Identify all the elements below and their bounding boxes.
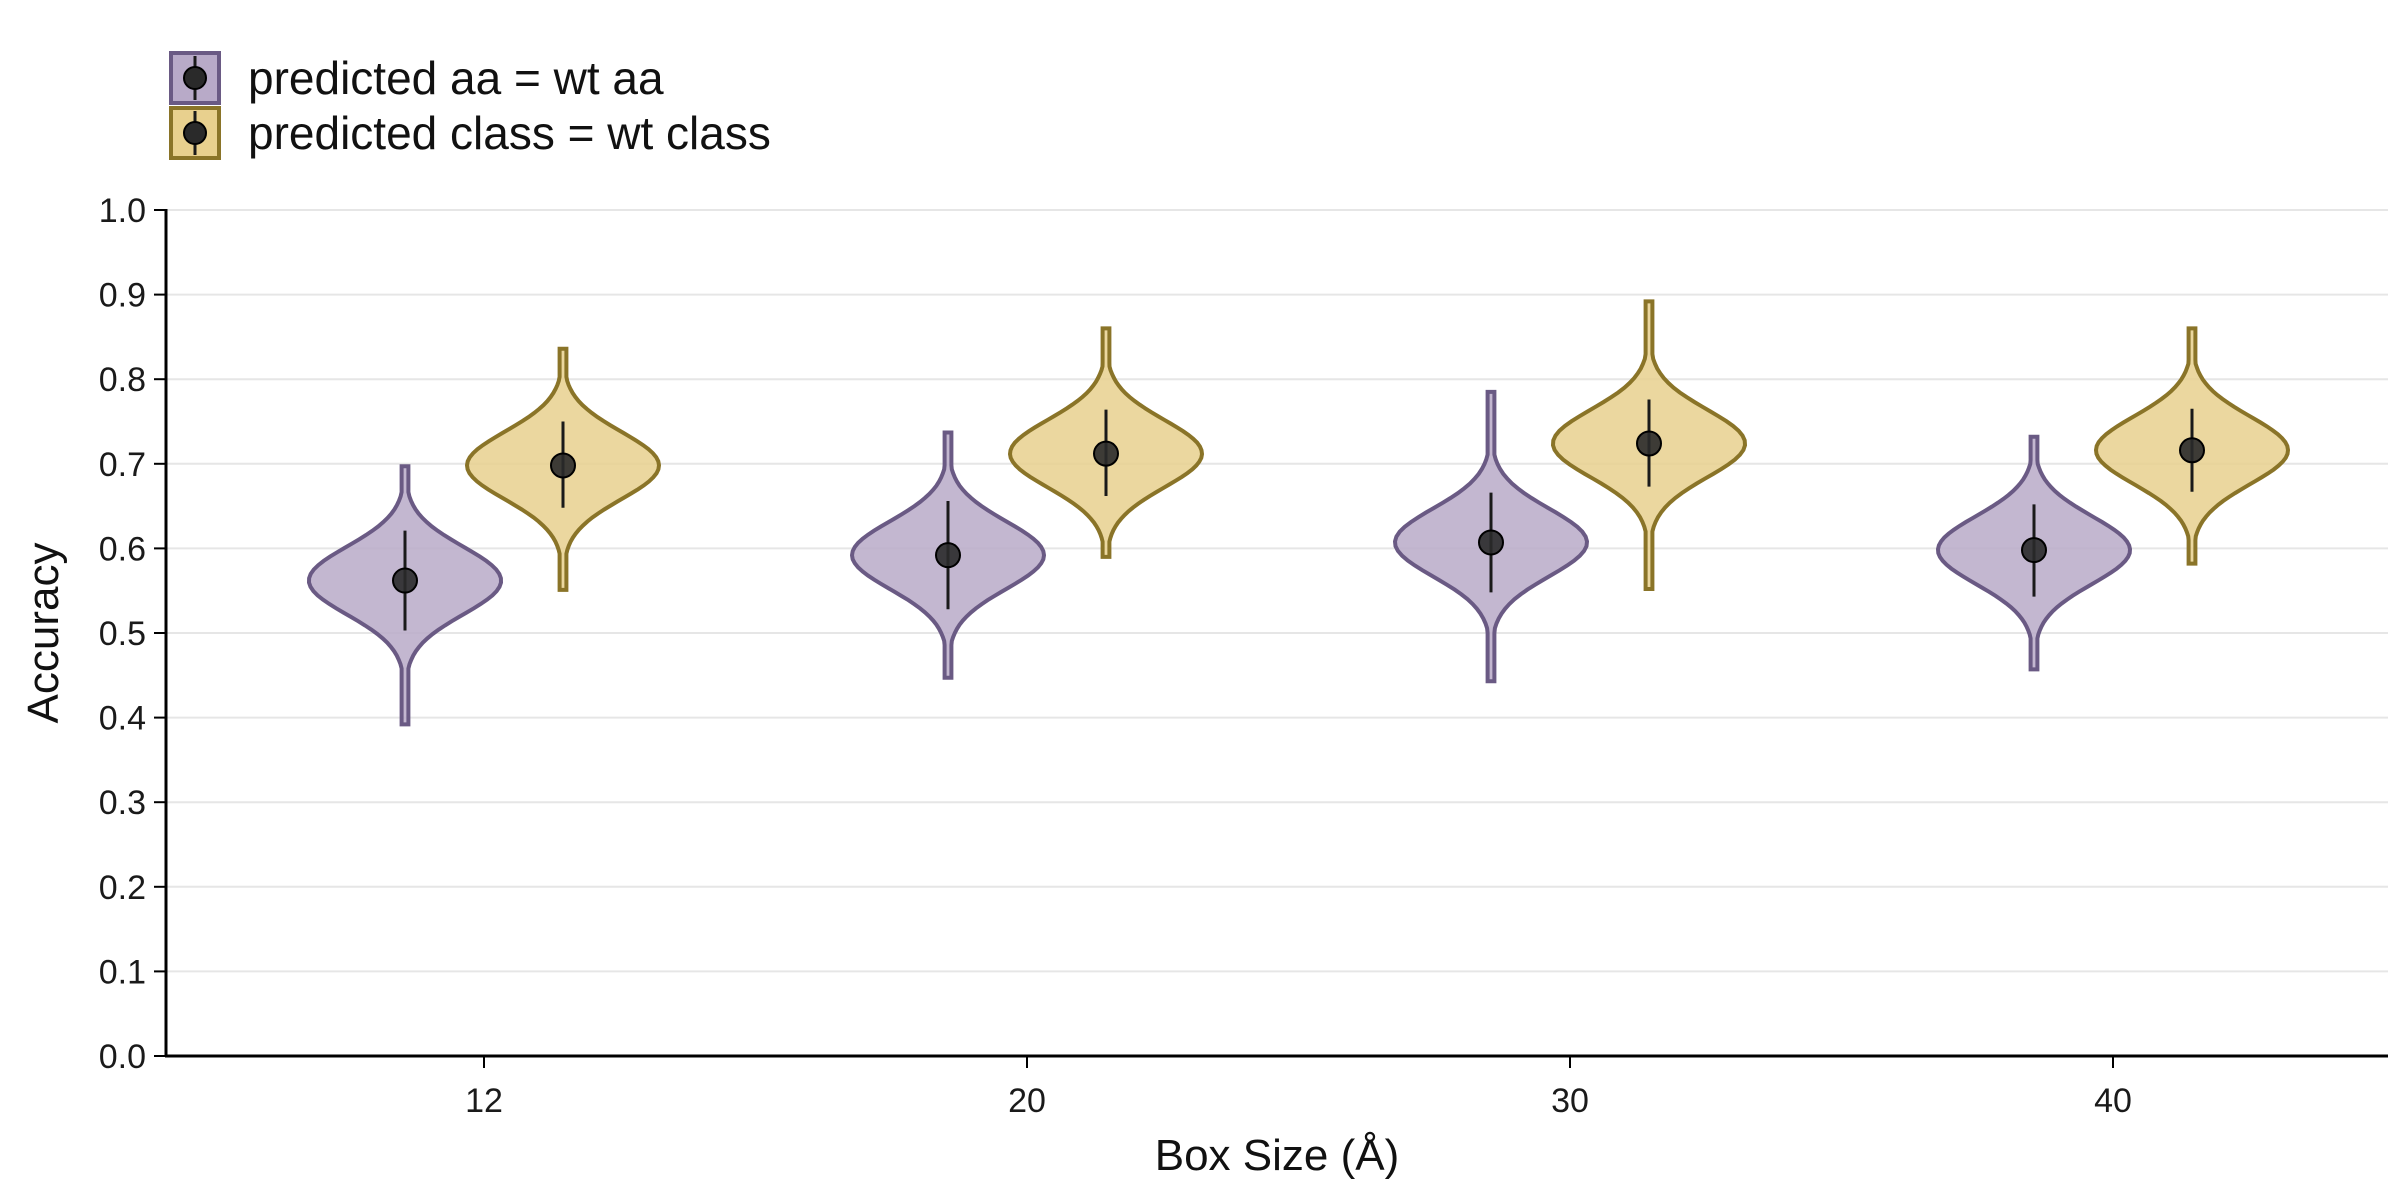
legend-key-point-1 bbox=[183, 121, 207, 145]
x-tick-label-0: 12 bbox=[465, 1082, 503, 1120]
y-axis-title: Accuracy bbox=[19, 543, 68, 724]
y-tick-label-0: 0.0 bbox=[99, 1038, 146, 1076]
x-axis-title: Box Size (Å) bbox=[1155, 1131, 1400, 1180]
y-tick-label-5: 0.5 bbox=[99, 615, 146, 653]
gridlines bbox=[166, 209, 2388, 1057]
mean-points bbox=[392, 430, 2205, 594]
y-tick-label-2: 0.2 bbox=[99, 869, 146, 907]
mean-point-0-30 bbox=[1478, 529, 1504, 556]
mean-point-1-30 bbox=[1636, 430, 1662, 457]
y-tick-label-9: 0.9 bbox=[99, 277, 146, 315]
y-tick-label-8: 0.8 bbox=[99, 361, 146, 399]
error-bars bbox=[403, 399, 2194, 631]
y-tick-label-6: 0.6 bbox=[99, 530, 146, 568]
y-tick-label-3: 0.3 bbox=[99, 784, 146, 822]
x-tick-label-1: 20 bbox=[1008, 1082, 1046, 1120]
mean-point-0-12 bbox=[392, 567, 418, 594]
mean-point-1-12 bbox=[550, 452, 576, 479]
y-tick-label-1: 0.1 bbox=[99, 953, 146, 991]
y-tick-label-7: 0.7 bbox=[99, 446, 146, 484]
y-tick-label-4: 0.4 bbox=[99, 700, 146, 738]
x-tick-label-3: 40 bbox=[2094, 1082, 2132, 1120]
legend-key-point-0 bbox=[183, 66, 207, 90]
violins bbox=[306, 299, 2291, 727]
mean-point-0-40 bbox=[2021, 537, 2047, 564]
y-tick-label-10: 1.0 bbox=[99, 192, 146, 230]
legend-label-1: predicted class = wt class bbox=[248, 107, 771, 159]
mean-point-1-20 bbox=[1093, 440, 1119, 467]
y-axis-ticks: 0.0 0.1 0.2 0.3 0.4 0.5 0.6 0.7 0.8 0.9 1.0 bbox=[99, 192, 166, 1076]
x-axis-ticks: 12 20 30 40 bbox=[465, 1056, 2132, 1120]
mean-point-1-40 bbox=[2179, 437, 2205, 464]
mean-point-0-20 bbox=[935, 542, 961, 569]
x-tick-label-2: 30 bbox=[1551, 1082, 1589, 1120]
legend-label-0: predicted aa = wt aa bbox=[248, 52, 664, 104]
